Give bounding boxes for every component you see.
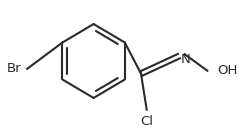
Text: Cl: Cl [140, 116, 153, 128]
Text: OH: OH [217, 64, 237, 77]
Text: N: N [181, 53, 191, 66]
Text: Br: Br [7, 62, 22, 75]
